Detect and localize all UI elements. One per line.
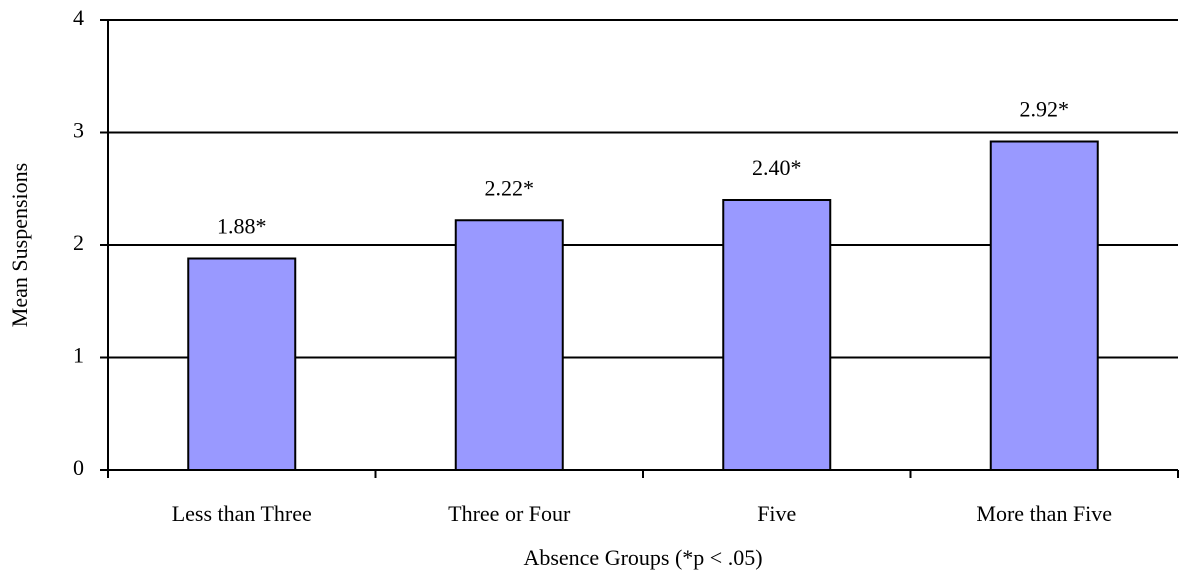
bar bbox=[187, 257, 297, 471]
x-tick-label: Less than Three bbox=[172, 501, 312, 526]
y-tick-label: 0 bbox=[73, 455, 84, 480]
bar bbox=[454, 219, 564, 471]
y-tick-label: 3 bbox=[73, 118, 84, 143]
y-tick-label: 4 bbox=[73, 5, 84, 30]
y-axis-label: Mean Suspensions bbox=[7, 163, 32, 327]
x-tick-label: Five bbox=[757, 501, 796, 526]
value-label: 2.22* bbox=[485, 175, 535, 200]
value-label: 2.40* bbox=[752, 155, 802, 180]
value-label: 2.92* bbox=[1020, 97, 1070, 122]
x-axis-label: Absence Groups (*p < .05) bbox=[523, 545, 762, 570]
y-tick-label: 2 bbox=[73, 230, 84, 255]
bar bbox=[722, 199, 832, 471]
x-tick-label: More than Five bbox=[976, 501, 1112, 526]
value-label: 1.88* bbox=[217, 214, 267, 239]
x-tick-label: Three or Four bbox=[448, 501, 571, 526]
y-tick-label: 1 bbox=[73, 343, 84, 368]
bar bbox=[989, 140, 1099, 471]
